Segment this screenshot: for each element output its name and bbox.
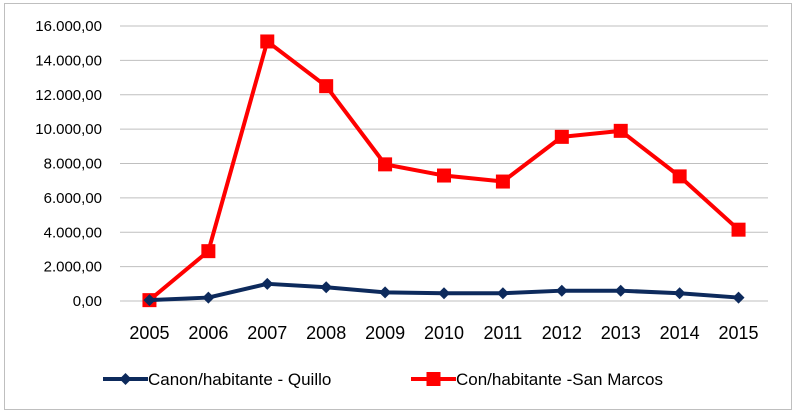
x-tick-label: 2009 — [365, 323, 405, 343]
y-axis-ticks: 0,00 2.000,00 4.000,00 6.000,00 8.000,00 10.0… — [35, 18, 102, 310]
y-tick-label: 16.000,00 — [35, 18, 102, 35]
data-point-diamond — [555, 284, 568, 297]
y-tick-label: 6.000,00 — [44, 190, 102, 207]
data-point-diamond — [320, 281, 333, 294]
data-point-diamond — [438, 287, 450, 300]
x-tick-label: 2013 — [601, 323, 641, 343]
legend-label-1: Canon/habitante - Quillo — [148, 370, 331, 389]
y-tick-label: 8.000,00 — [44, 156, 102, 173]
x-tick-label: 2005 — [129, 323, 169, 343]
legend-marker-diamond — [119, 373, 132, 385]
y-tick-label: 10.000,00 — [35, 121, 102, 138]
data-point-square — [672, 169, 687, 184]
data-point-diamond — [202, 291, 215, 304]
legend-label-2: Con/habitante -San Marcos — [456, 370, 663, 389]
data-point-square — [437, 168, 451, 183]
x-tick-label: 2011 — [484, 323, 523, 343]
data-point-diamond — [143, 294, 156, 307]
data-point-square — [495, 174, 510, 189]
y-tick-label: 2.000,00 — [44, 259, 102, 276]
data-point-diamond — [379, 286, 392, 299]
y-tick-label: 0,00 — [73, 293, 102, 310]
data-point-square — [319, 79, 334, 94]
y-tick-label: 4.000,00 — [44, 224, 102, 241]
series-layer — [142, 34, 746, 308]
x-tick-label: 2007 — [247, 323, 287, 343]
x-tick-label: 2014 — [660, 323, 700, 343]
data-point-diamond — [614, 284, 627, 297]
gridlines — [120, 25, 768, 302]
data-point-square — [378, 157, 393, 172]
data-point-square — [613, 123, 628, 138]
x-tick-label: 2010 — [424, 323, 464, 343]
y-tick-label: 14.000,00 — [35, 52, 102, 69]
x-tick-label: 2012 — [542, 323, 582, 343]
data-point-diamond — [673, 287, 686, 300]
data-point-diamond — [496, 287, 509, 300]
data-point-square — [260, 34, 275, 49]
y-tick-label: 12.000,00 — [35, 87, 102, 104]
x-tick-label: 2006 — [188, 323, 228, 343]
data-point-diamond — [732, 291, 745, 304]
x-axis-ticks: 2005 2006 2007 2008 2009 2010 2011 2012 2013 2014… — [129, 323, 758, 343]
data-point-square — [731, 222, 746, 237]
data-point-diamond — [261, 277, 274, 290]
legend-marker-square — [426, 372, 441, 386]
chart-area — [4, 3, 792, 410]
legend: Canon/habitante - Quillo Con/habitante -S… — [103, 370, 663, 389]
x-tick-label: 2008 — [306, 323, 346, 343]
data-point-square — [554, 129, 569, 144]
data-point-square — [201, 244, 216, 259]
x-tick-label: 2015 — [719, 323, 759, 343]
